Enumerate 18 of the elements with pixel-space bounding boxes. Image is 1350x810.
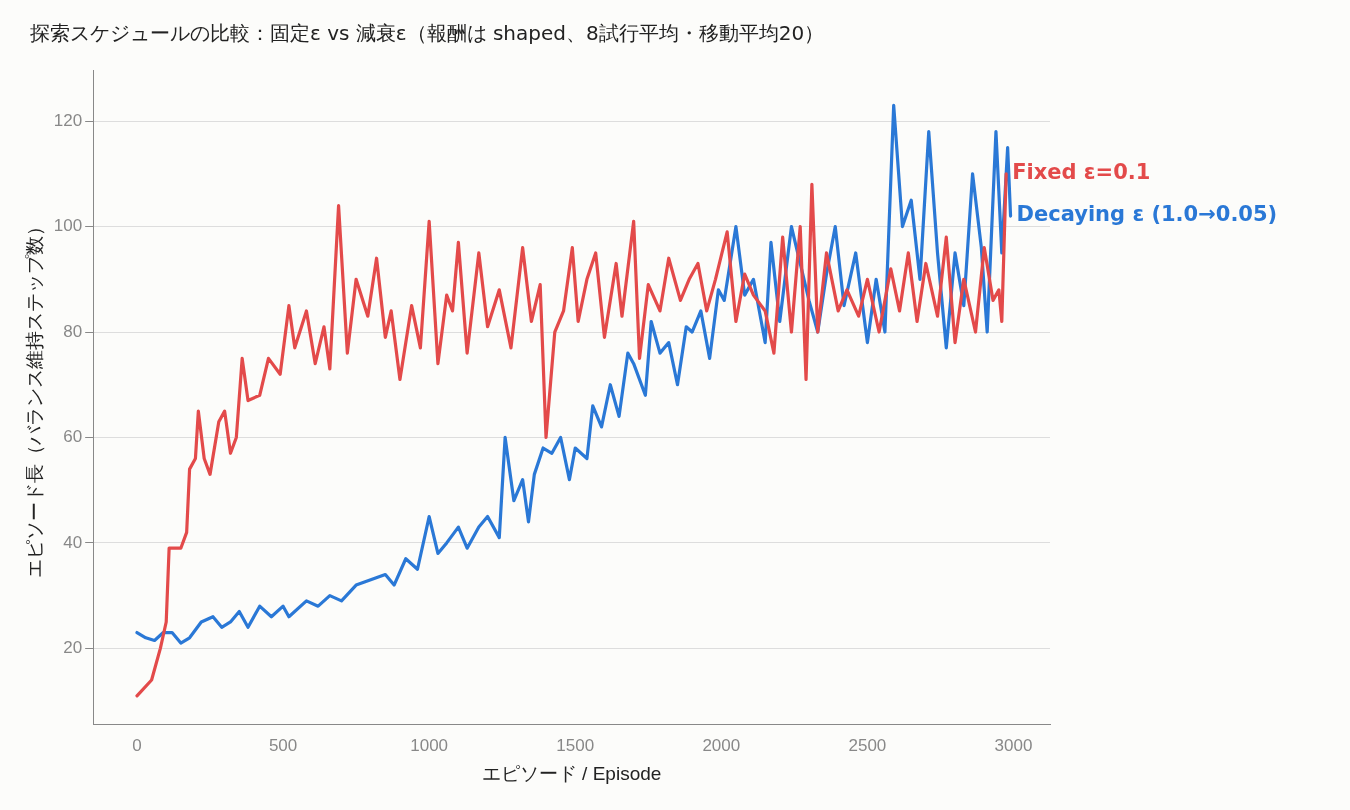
x-tick-label: 1000 [410, 735, 449, 755]
y-axis-title: エピソード長（バランス維持ステップ数） [23, 216, 45, 578]
x-tick-label: 2500 [848, 735, 887, 755]
series-label: Fixed ε=0.1 [1012, 160, 1151, 185]
y-tick-label: 60 [63, 427, 83, 447]
y-tick-label: 40 [63, 532, 83, 552]
x-tick-label: 3000 [994, 735, 1033, 755]
x-tick-label: 1500 [556, 735, 595, 755]
y-tick-label: 120 [53, 110, 83, 130]
x-tick-label: 500 [268, 735, 298, 755]
x-axis-title: エピソード / Episode [481, 762, 662, 784]
x-tick-label: 2000 [702, 735, 741, 755]
x-tick-label: 0 [132, 735, 142, 755]
series-label: Decaying ε (1.0→0.05) [1016, 202, 1278, 227]
y-tick-label: 20 [63, 638, 83, 658]
y-tick-label: 100 [53, 216, 83, 236]
chart-title: 探索スケジュールの比較：固定ε vs 減衰ε（報酬は shaped、8試行平均・移動平均20） [30, 20, 825, 47]
y-tick-label: 80 [63, 321, 83, 341]
